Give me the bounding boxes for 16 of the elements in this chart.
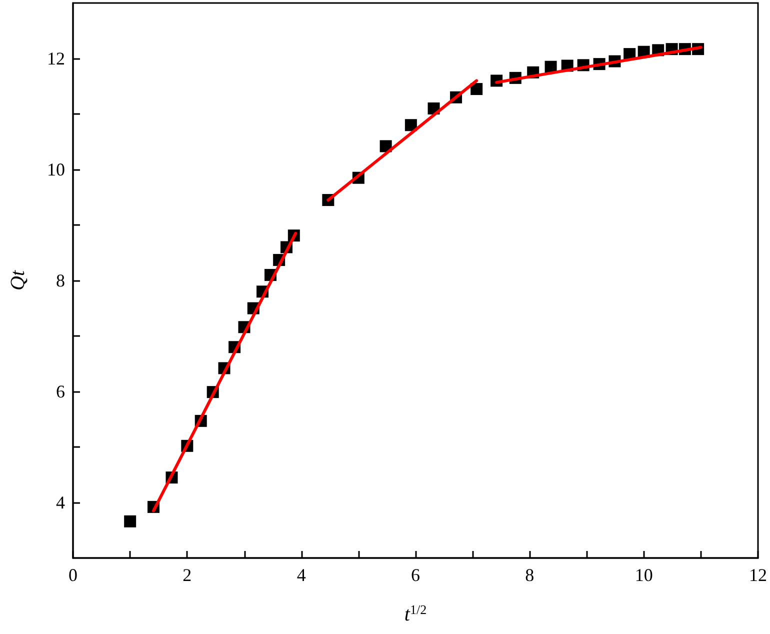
point <box>124 515 136 528</box>
x-tick-label: 4 <box>296 565 306 585</box>
point <box>404 119 417 132</box>
y-tick-label: 4 <box>56 492 65 512</box>
y-tick-label: 8 <box>56 270 65 290</box>
y-tick-label: 12 <box>47 48 65 68</box>
point <box>470 83 483 96</box>
y-axis-title: Qt <box>7 270 29 290</box>
x-tick-label: 12 <box>749 565 767 585</box>
y-tick-label: 10 <box>47 160 65 180</box>
y-tick-label: 6 <box>56 382 65 402</box>
x-tick-label: 8 <box>525 565 534 585</box>
x-tick-label: 10 <box>634 565 653 585</box>
x-tick-label: 2 <box>182 565 192 585</box>
x-tick-label: 0 <box>68 565 78 585</box>
x-tick-label: 6 <box>411 565 420 585</box>
